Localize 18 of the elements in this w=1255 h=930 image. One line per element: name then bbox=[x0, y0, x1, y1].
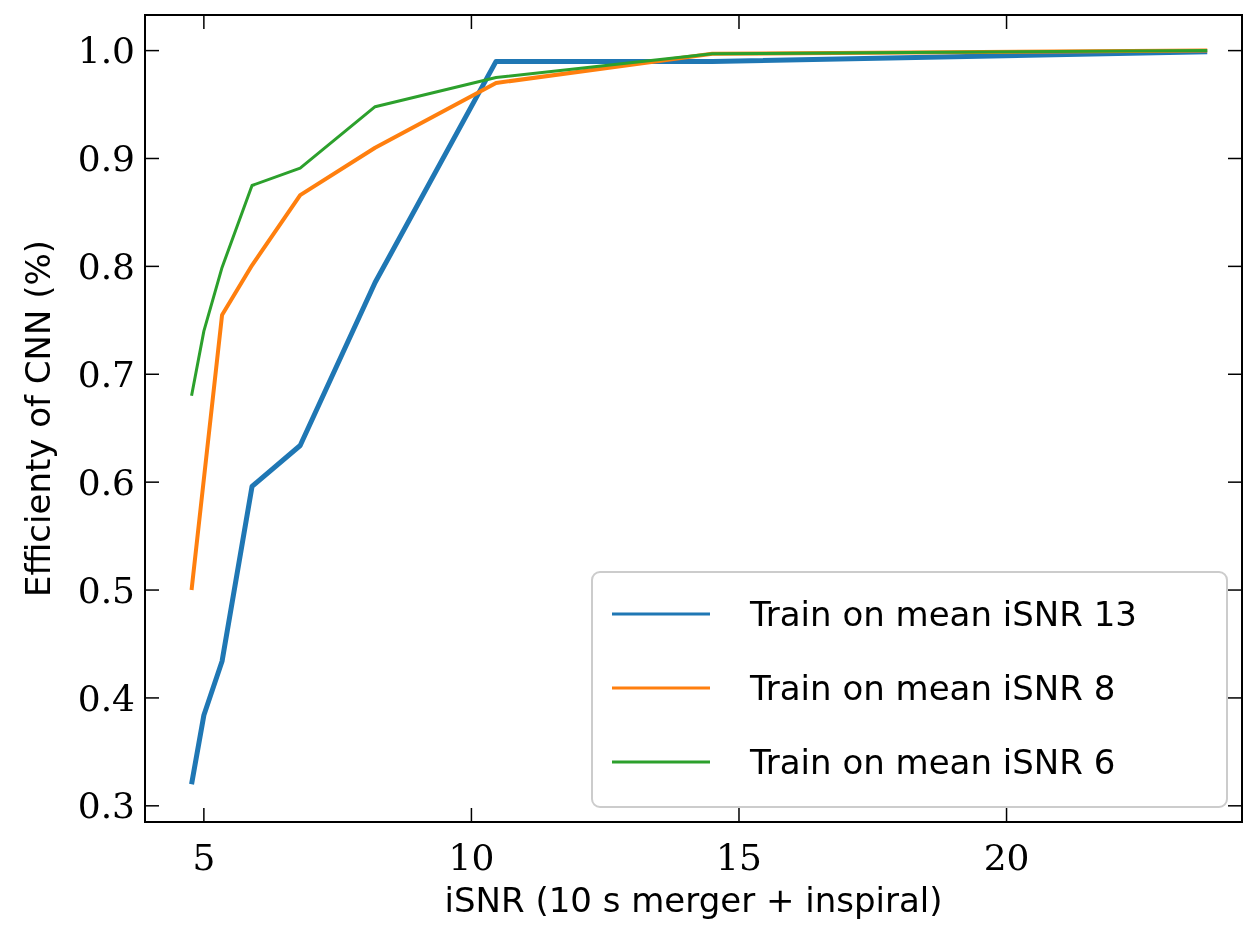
y-tick-label: 0.6 bbox=[77, 461, 135, 503]
y-tick-label: 0.5 bbox=[77, 569, 135, 611]
y-tick-label: 0.3 bbox=[77, 785, 135, 827]
legend-label: Train on mean iSNR 13 bbox=[749, 593, 1137, 634]
x-tick-label: 20 bbox=[983, 837, 1030, 878]
x-tick-label: 5 bbox=[192, 837, 216, 878]
y-axis-title: Efficienty of CNN (%) bbox=[18, 239, 58, 598]
line-series bbox=[190, 49, 1209, 398]
y-tick-label: 0.7 bbox=[77, 353, 135, 395]
y-tick-label: 0.8 bbox=[77, 245, 135, 287]
y-tick-label: 1.0 bbox=[77, 30, 135, 72]
x-tick-label: 10 bbox=[448, 837, 495, 878]
x-axis-title: iSNR (10 s merger + inspiral) bbox=[444, 880, 943, 920]
y-tick-label: 0.9 bbox=[77, 138, 135, 180]
y-tick-label: 0.4 bbox=[77, 677, 135, 719]
legend-label: Train on mean iSNR 8 bbox=[749, 667, 1116, 708]
x-tick-label: 15 bbox=[716, 837, 762, 878]
legend-label: Train on mean iSNR 6 bbox=[749, 741, 1116, 782]
